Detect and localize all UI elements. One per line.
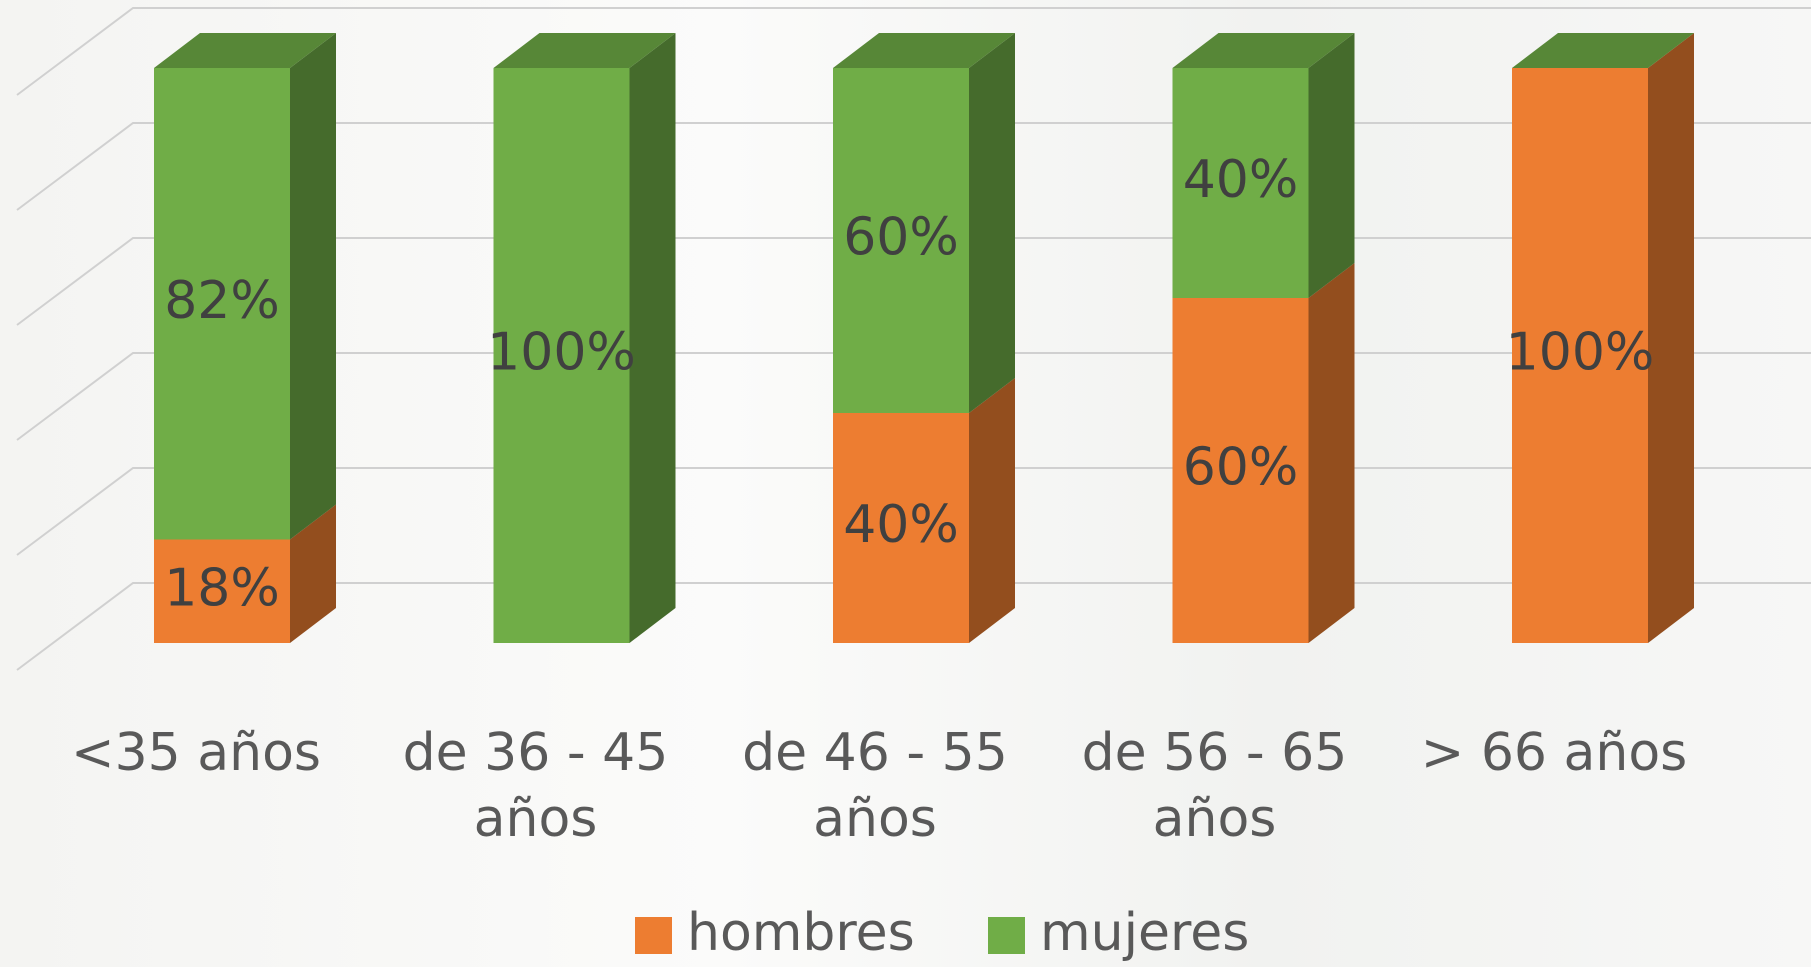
bar-segment xyxy=(154,539,290,643)
bar-segment-side xyxy=(290,33,336,540)
bar-segment-side xyxy=(969,33,1015,413)
grid-line xyxy=(16,7,1811,96)
value-label: 60% xyxy=(843,208,959,268)
value-label: 40% xyxy=(1183,150,1299,210)
legend-swatch xyxy=(635,917,672,954)
bar-segment-side xyxy=(969,378,1015,643)
bar-segment-side xyxy=(629,33,676,643)
bar-segment xyxy=(1172,68,1309,298)
value-label: 82% xyxy=(164,271,280,331)
bar-top xyxy=(833,33,1015,68)
bar-segment xyxy=(833,68,969,413)
bar-top xyxy=(1172,33,1355,68)
bar-top xyxy=(1512,33,1694,68)
bar-segment-side xyxy=(1308,263,1355,643)
x-tick-label: de 56 - 65 años xyxy=(1081,723,1348,849)
bar-segment xyxy=(1172,298,1309,643)
value-label: 60% xyxy=(1183,438,1299,498)
bar-segment xyxy=(833,413,969,643)
bar-segment xyxy=(493,68,630,643)
bar-segment-side xyxy=(290,504,336,643)
bar-segment xyxy=(154,68,290,540)
value-label: 100% xyxy=(1506,323,1655,383)
bar-segment xyxy=(1512,68,1648,643)
value-label: 18% xyxy=(164,558,280,618)
bar-top xyxy=(493,33,676,68)
x-tick-label: > 66 años xyxy=(1420,723,1688,783)
x-tick-label: <35 años xyxy=(71,723,321,783)
legend-label: mujeres xyxy=(1040,903,1249,963)
value-label: 100% xyxy=(487,323,636,383)
x-tick-label: de 46 - 55 años xyxy=(742,723,1008,849)
bar-top xyxy=(154,33,336,68)
legend-label: hombres xyxy=(687,903,915,963)
bar-segment-side xyxy=(1648,33,1694,643)
legend-swatch xyxy=(988,917,1025,954)
value-label: 40% xyxy=(843,495,959,555)
x-tick-label: de 36 - 45 años xyxy=(402,723,669,849)
bar-segment-side xyxy=(1308,33,1355,298)
